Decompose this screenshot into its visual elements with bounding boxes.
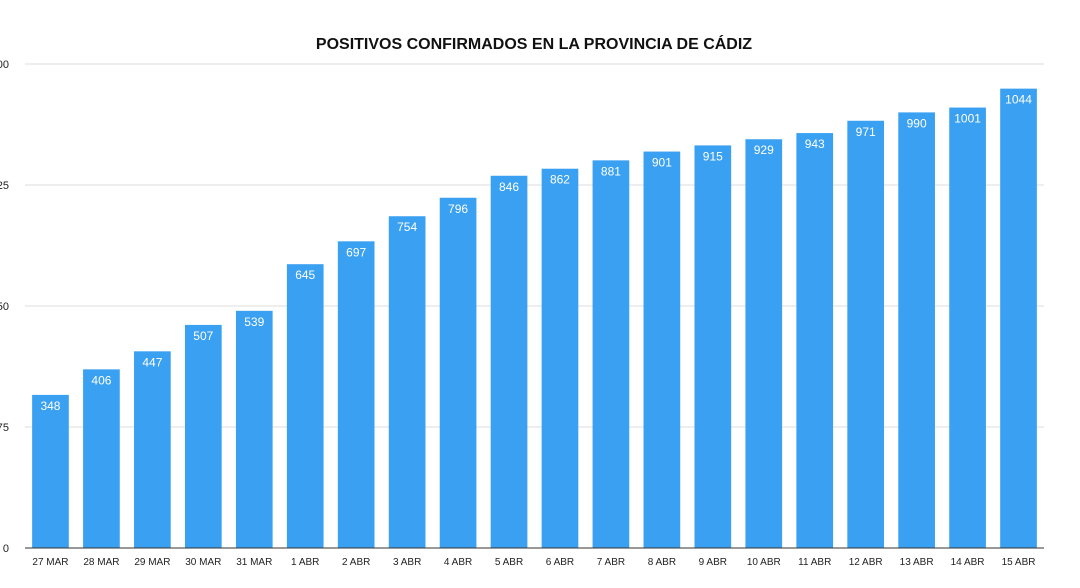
bar xyxy=(643,151,681,548)
data-label: 943 xyxy=(805,137,825,151)
data-labels: 348 406 447 507 539 645 697 754 796 846 862 881 901 9… xyxy=(40,93,1032,413)
y-tick-label: 0 xyxy=(3,543,9,555)
x-tick-label: 27 MAR xyxy=(32,557,68,568)
data-label: 1001 xyxy=(954,112,981,126)
data-label: 990 xyxy=(907,116,927,130)
data-label: 901 xyxy=(652,156,672,170)
data-label: 754 xyxy=(397,220,417,234)
x-tick-label: 8 ABR xyxy=(648,557,676,568)
y-tick-label: 00 xyxy=(0,59,9,71)
data-label: 539 xyxy=(244,315,264,329)
bar xyxy=(1000,88,1037,548)
x-tick-label: 5 ABR xyxy=(495,557,523,568)
bar xyxy=(286,264,324,548)
data-label: 697 xyxy=(346,245,366,259)
x-tick-label: 29 MAR xyxy=(134,557,170,568)
x-tick-label: 28 MAR xyxy=(83,557,119,568)
data-label: 846 xyxy=(499,180,519,194)
bar xyxy=(745,139,783,549)
data-label: 796 xyxy=(448,202,468,216)
bar xyxy=(592,160,630,549)
data-label: 406 xyxy=(91,373,111,387)
bar xyxy=(490,175,528,548)
bar xyxy=(388,216,426,549)
y-tick-label: 75 xyxy=(0,422,9,434)
bar xyxy=(949,107,986,548)
y-axis-ticks: 0 75 50 25 00 xyxy=(0,59,9,555)
x-tick-label: 7 ABR xyxy=(597,557,625,568)
bar xyxy=(337,241,375,548)
bar xyxy=(541,168,579,548)
x-tick-label: 3 ABR xyxy=(393,557,421,568)
x-tick-label: 31 MAR xyxy=(236,557,272,568)
y-tick-label: 50 xyxy=(0,301,9,313)
x-axis-ticks: 27 MAR 28 MAR 29 MAR 30 MAR 31 MAR 1 ABR 2 ABR… xyxy=(32,557,1035,568)
data-label: 348 xyxy=(40,399,60,413)
x-tick-label: 10 ABR xyxy=(747,557,781,568)
x-tick-label: 12 ABR xyxy=(849,557,883,568)
data-label: 447 xyxy=(142,355,162,369)
x-tick-label: 9 ABR xyxy=(699,557,727,568)
data-label: 862 xyxy=(550,173,570,187)
data-label: 507 xyxy=(193,329,213,343)
x-tick-label: 1 ABR xyxy=(291,557,319,568)
data-label: 915 xyxy=(703,149,723,163)
x-tick-label: 11 ABR xyxy=(798,557,831,568)
bar xyxy=(32,394,69,548)
bar xyxy=(898,112,935,549)
bar xyxy=(694,145,732,548)
bar xyxy=(439,197,477,548)
x-tick-label: 2 ABR xyxy=(342,557,370,568)
bar xyxy=(847,120,885,548)
x-tick-label: 14 ABR xyxy=(951,557,985,568)
bars xyxy=(32,88,1037,549)
x-tick-label: 30 MAR xyxy=(185,557,221,568)
bar xyxy=(796,133,834,548)
bar xyxy=(83,369,120,548)
x-tick-label: 6 ABR xyxy=(546,557,574,568)
data-label: 645 xyxy=(295,268,315,282)
data-label: 971 xyxy=(856,125,876,139)
x-tick-label: 4 ABR xyxy=(444,557,472,568)
y-tick-label: 25 xyxy=(0,180,9,192)
data-label: 881 xyxy=(601,164,621,178)
data-label: 1044 xyxy=(1005,93,1032,107)
x-tick-label: 15 ABR xyxy=(1002,557,1036,568)
bar xyxy=(235,310,273,548)
bar xyxy=(184,324,222,548)
data-label: 929 xyxy=(754,143,774,157)
gridlines xyxy=(25,63,1044,428)
x-tick-label: 13 ABR xyxy=(900,557,934,568)
chart-title: POSITIVOS CONFIRMADOS EN LA PROVINCIA DE… xyxy=(316,34,752,53)
bar xyxy=(134,351,171,548)
